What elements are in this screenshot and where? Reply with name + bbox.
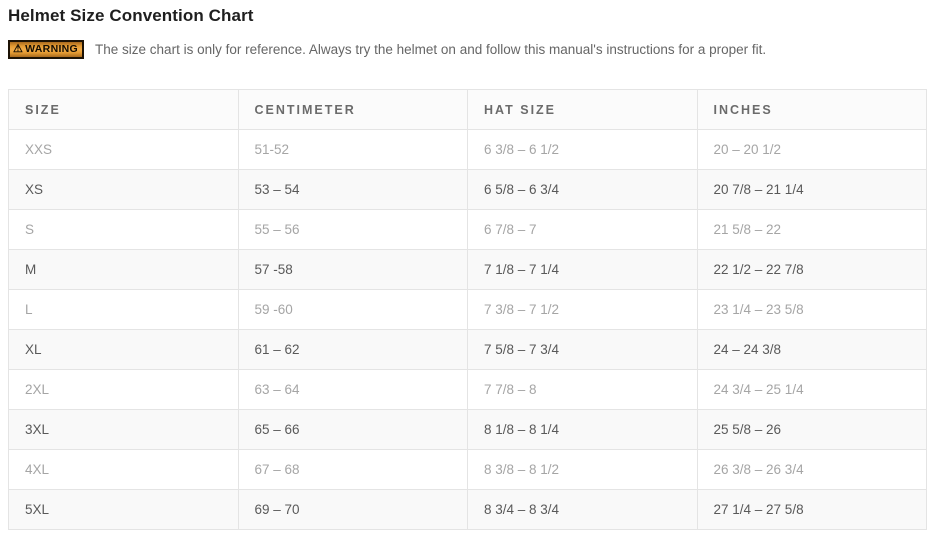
cell-hat-size: 7 1/8 – 7 1/4	[467, 249, 698, 290]
table-row: M 57 -58 7 1/8 – 7 1/4 22 1/2 – 22 7/8	[8, 249, 927, 290]
cell-size: XL	[8, 329, 239, 370]
cell-size: S	[8, 209, 239, 250]
cell-hat-size: 8 3/4 – 8 3/4	[467, 489, 698, 530]
page: Helmet Size Convention Chart ⚠ WARNING Th…	[8, 6, 927, 530]
warning-text: The size chart is only for reference. Al…	[95, 42, 767, 57]
cell-inches: 24 3/4 – 25 1/4	[696, 369, 927, 410]
cell-inches: 24 – 24 3/8	[696, 329, 927, 370]
cell-inches: 22 1/2 – 22 7/8	[696, 249, 927, 290]
cell-centimeter: 61 – 62	[237, 329, 468, 370]
cell-size: 3XL	[8, 409, 239, 450]
cell-centimeter: 51-52	[237, 129, 468, 170]
cell-inches: 25 5/8 – 26	[696, 409, 927, 450]
warning-note: ⚠ WARNING The size chart is only for refe…	[8, 40, 927, 59]
cell-hat-size: 7 7/8 – 8	[467, 369, 698, 410]
header-row: SIZE CENTIMETER HAT SIZE INCHES	[8, 89, 927, 130]
column-header-centimeter: CENTIMETER	[237, 89, 468, 130]
warning-badge-label: WARNING	[25, 43, 79, 55]
table-row: 5XL 69 – 70 8 3/4 – 8 3/4 27 1/4 – 27 5/8	[8, 489, 927, 530]
column-header-inches: INCHES	[696, 89, 927, 130]
cell-size: 2XL	[8, 369, 239, 410]
table-row: S 55 – 56 6 7/8 – 7 21 5/8 – 22	[8, 209, 927, 250]
cell-hat-size: 7 3/8 – 7 1/2	[467, 289, 698, 330]
cell-hat-size: 6 3/8 – 6 1/2	[467, 129, 698, 170]
cell-centimeter: 53 – 54	[237, 169, 468, 210]
table-row: XS 53 – 54 6 5/8 – 6 3/4 20 7/8 – 21 1/4	[8, 169, 927, 210]
cell-hat-size: 8 3/8 – 8 1/2	[467, 449, 698, 490]
cell-inches: 20 7/8 – 21 1/4	[696, 169, 927, 210]
size-chart-table: SIZE CENTIMETER HAT SIZE INCHES XXS 51-52…	[8, 89, 927, 530]
cell-hat-size: 8 1/8 – 8 1/4	[467, 409, 698, 450]
table-row: L 59 -60 7 3/8 – 7 1/2 23 1/4 – 23 5/8	[8, 289, 927, 330]
cell-centimeter: 57 -58	[237, 249, 468, 290]
cell-centimeter: 63 – 64	[237, 369, 468, 410]
cell-inches: 21 5/8 – 22	[696, 209, 927, 250]
cell-inches: 23 1/4 – 23 5/8	[696, 289, 927, 330]
cell-size: L	[8, 289, 239, 330]
cell-hat-size: 6 5/8 – 6 3/4	[467, 169, 698, 210]
cell-size: M	[8, 249, 239, 290]
table-row: XXS 51-52 6 3/8 – 6 1/2 20 – 20 1/2	[8, 129, 927, 170]
cell-centimeter: 59 -60	[237, 289, 468, 330]
table-row: XL 61 – 62 7 5/8 – 7 3/4 24 – 24 3/8	[8, 329, 927, 370]
cell-size: 5XL	[8, 489, 239, 530]
warning-triangle-icon: ⚠	[13, 43, 24, 55]
cell-centimeter: 69 – 70	[237, 489, 468, 530]
cell-hat-size: 6 7/8 – 7	[467, 209, 698, 250]
column-header-hat-size: HAT SIZE	[467, 89, 698, 130]
cell-centimeter: 67 – 68	[237, 449, 468, 490]
cell-size: 4XL	[8, 449, 239, 490]
cell-centimeter: 55 – 56	[237, 209, 468, 250]
cell-inches: 26 3/8 – 26 3/4	[696, 449, 927, 490]
cell-hat-size: 7 5/8 – 7 3/4	[467, 329, 698, 370]
cell-centimeter: 65 – 66	[237, 409, 468, 450]
cell-size: XXS	[8, 129, 239, 170]
size-table-body: XXS 51-52 6 3/8 – 6 1/2 20 – 20 1/2 XS 53 – 5…	[8, 129, 927, 530]
cell-inches: 20 – 20 1/2	[696, 129, 927, 170]
cell-size: XS	[8, 169, 239, 210]
warning-badge: ⚠ WARNING	[8, 40, 85, 59]
cell-inches: 27 1/4 – 27 5/8	[696, 489, 927, 530]
table-row: 3XL 65 – 66 8 1/8 – 8 1/4 25 5/8 – 26	[8, 409, 927, 450]
size-table-header: SIZE CENTIMETER HAT SIZE INCHES	[8, 89, 927, 130]
column-header-size: SIZE	[8, 89, 239, 130]
page-title: Helmet Size Convention Chart	[8, 6, 254, 25]
table-row: 4XL 67 – 68 8 3/8 – 8 1/2 26 3/8 – 26 3/4	[8, 449, 927, 490]
table-row: 2XL 63 – 64 7 7/8 – 8 24 3/4 – 25 1/4	[8, 369, 927, 410]
